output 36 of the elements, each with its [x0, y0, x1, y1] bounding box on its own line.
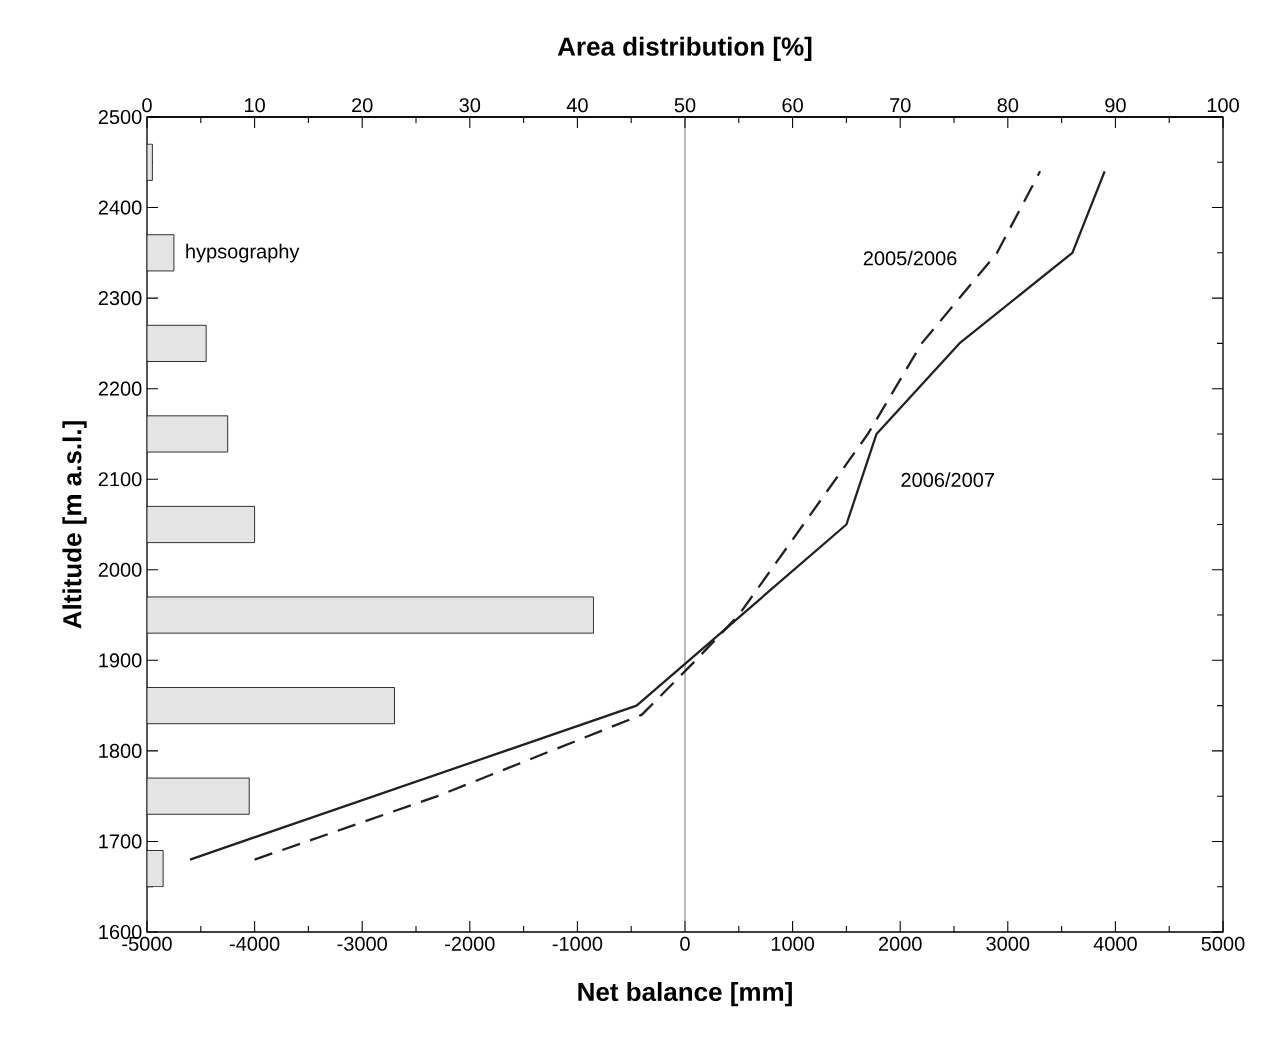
y-tick-label: 1800: [99, 743, 142, 758]
x-tick-label: -3000: [337, 936, 387, 951]
x2-tick-label: 90: [1105, 98, 1126, 113]
x2-tick-label: 20: [352, 98, 373, 113]
y-tick-label: 2400: [98, 200, 142, 215]
y-tick-label: 2000: [98, 562, 142, 577]
x2-tick-label: 100: [1207, 98, 1239, 113]
x2-tick-label: 0: [142, 98, 152, 113]
x2-axis-title: Area distribution [%]: [557, 36, 812, 61]
y-axis-title: Altitude [m a.s.l.]: [62, 421, 87, 629]
x2-tick-label: 80: [997, 98, 1019, 113]
y-tick-label: 2300: [98, 291, 142, 306]
series-label: hypsography: [186, 243, 300, 263]
x-tick-label: -2000: [445, 936, 495, 951]
series-label: 2005/2006: [863, 250, 957, 266]
x2-tick-label: 50: [674, 98, 696, 113]
x-axis-title: Net balance [mm]: [578, 982, 792, 1007]
x-tick-label: -1000: [552, 936, 603, 951]
x-tick-label: 4000: [1093, 936, 1137, 951]
x-tick-label: 5000: [1201, 936, 1245, 951]
y-tick-label: 2500: [98, 109, 142, 125]
x2-tick-label: 70: [890, 98, 911, 113]
series-label: 2006/2007: [901, 472, 994, 488]
y-tick-label: 1700: [99, 834, 142, 849]
x-tick-label: 1000: [771, 936, 815, 951]
x2-tick-label: 10: [245, 98, 265, 113]
x-tick-label: -4000: [229, 936, 280, 951]
x2-tick-label: 30: [459, 98, 481, 113]
x-tick-label: 3000: [986, 936, 1030, 951]
x-tick-label: 0: [680, 936, 690, 951]
x2-tick-label: 60: [782, 98, 803, 113]
y-tick-label: 2100: [98, 472, 142, 487]
x-tick-label: 2000: [878, 936, 922, 951]
y-tick-label: 1900: [99, 653, 142, 668]
y-tick-label: 2200: [98, 381, 142, 396]
x2-tick-label: 40: [566, 98, 588, 113]
